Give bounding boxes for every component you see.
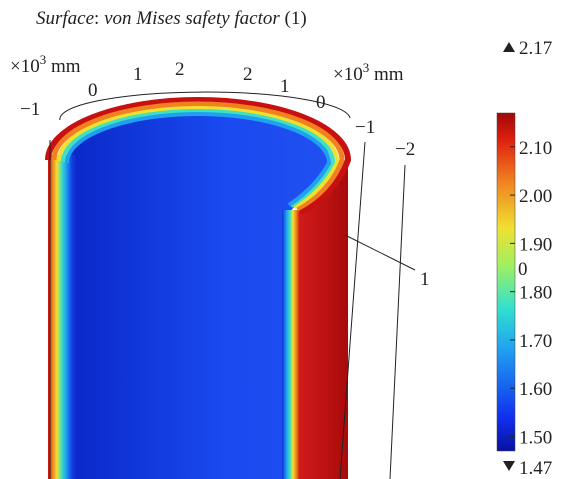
colorbar-tick-label: 1.60 <box>519 379 552 400</box>
unit-prefix: ×10 <box>10 56 40 77</box>
axis-labels: ×103 mm ×103 mm−101 2 210−1−21 0 <box>10 52 528 290</box>
colorbar-tick-label: 1.70 <box>519 331 552 352</box>
colorbar-tick-label: 2.00 <box>519 186 552 207</box>
z-tick-label: 0 <box>518 259 528 280</box>
title-part: Surface <box>36 8 94 29</box>
y-tick-label: 1 <box>280 76 290 97</box>
max-marker <box>503 42 515 52</box>
y-tick-label: −1 <box>355 117 375 138</box>
y-tick-label: 2 <box>243 64 253 85</box>
min-marker <box>503 461 515 471</box>
z-tick-label: 1 <box>420 269 430 290</box>
colorbar: 2.17 1.47 <box>496 38 552 479</box>
y-tick-label: −2 <box>395 139 415 160</box>
colorbar-tick-label: 1.80 <box>519 283 552 304</box>
title-part: von Mises safety factor <box>104 8 280 29</box>
x-tick-label: −1 <box>20 99 40 120</box>
colorbar-tick-label: 1.90 <box>519 234 552 255</box>
unit-exp: 3 <box>40 52 47 67</box>
colorbar-tick-label: 1.50 <box>519 428 552 449</box>
title-part: (1) <box>280 8 307 29</box>
axes <box>49 91 416 479</box>
min-label: 1.47 <box>519 458 552 479</box>
x-tick-label: 0 <box>88 80 98 101</box>
title-part: : <box>94 8 104 29</box>
x-tick-label: 1 <box>133 64 143 85</box>
colorbar-tick-label: 2.10 <box>519 138 552 159</box>
x-tick-label: 2 <box>175 59 185 80</box>
unit-exp: 3 <box>363 60 370 75</box>
max-label: 2.17 <box>519 38 552 59</box>
plot-title: Surface: von Mises safety factor (1) <box>36 8 307 29</box>
y-tick-label: 0 <box>316 92 326 113</box>
unit-suffix: mm <box>369 64 404 85</box>
axis-unit: ×103 mm <box>10 52 81 77</box>
unit-prefix: ×10 <box>333 64 363 85</box>
unit-suffix: mm <box>46 56 81 77</box>
color-scale <box>496 112 516 452</box>
axis-unit: ×103 mm <box>333 60 404 85</box>
model <box>45 97 352 479</box>
